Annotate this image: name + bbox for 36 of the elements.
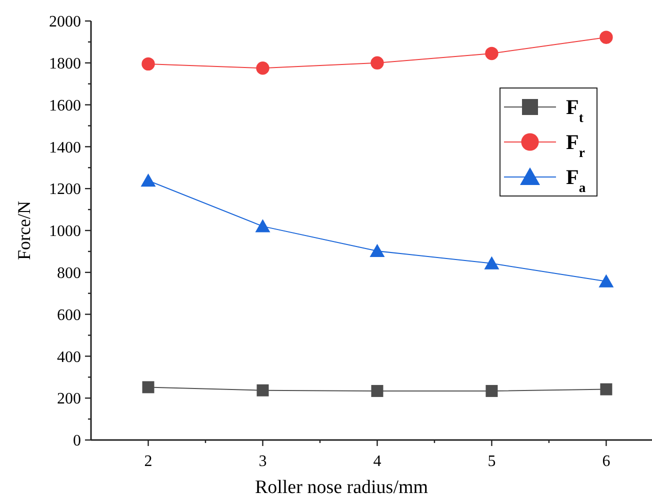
x-tick-label: 6 bbox=[602, 453, 610, 470]
y-tick-label: 1200 bbox=[49, 181, 81, 198]
legend-label: F$_{a}$ bbox=[566, 165, 586, 194]
x-axis-title: Roller nose radius/mm bbox=[254, 477, 428, 498]
point bbox=[256, 384, 269, 396]
point bbox=[486, 384, 498, 397]
point bbox=[600, 30, 613, 44]
point bbox=[371, 384, 384, 397]
y-tick-label: 0 bbox=[73, 432, 81, 450]
y-tick-label: 1000 bbox=[49, 223, 81, 240]
point bbox=[485, 46, 498, 60]
point bbox=[600, 383, 612, 396]
x-tick-label: 2 bbox=[144, 453, 152, 470]
x-tick-label: 5 bbox=[488, 453, 496, 470]
y-tick-label: 2000 bbox=[49, 14, 81, 31]
point bbox=[142, 57, 155, 71]
legend-label: F$_{t}$ bbox=[566, 95, 584, 124]
point bbox=[256, 62, 270, 75]
y-tick-label: 800 bbox=[57, 265, 81, 282]
point bbox=[598, 274, 614, 288]
point bbox=[370, 244, 385, 258]
x-tick-label: 4 bbox=[373, 453, 382, 470]
y-tick-label: 400 bbox=[57, 348, 81, 366]
y-tick-label: 1600 bbox=[49, 97, 81, 114]
x-tick-label: 3 bbox=[258, 453, 267, 470]
y-axis-title: Force/N bbox=[14, 201, 34, 260]
point bbox=[255, 219, 270, 232]
y-tick-label: 200 bbox=[57, 390, 81, 408]
point bbox=[484, 256, 500, 270]
y-tick-label: 600 bbox=[57, 306, 81, 324]
point bbox=[140, 173, 156, 187]
point bbox=[142, 381, 154, 394]
y-tick-label: 1400 bbox=[49, 139, 81, 156]
y-tick-label: 1800 bbox=[49, 56, 81, 72]
legend-label: F$_{r}$ bbox=[566, 130, 585, 160]
point bbox=[370, 56, 384, 70]
